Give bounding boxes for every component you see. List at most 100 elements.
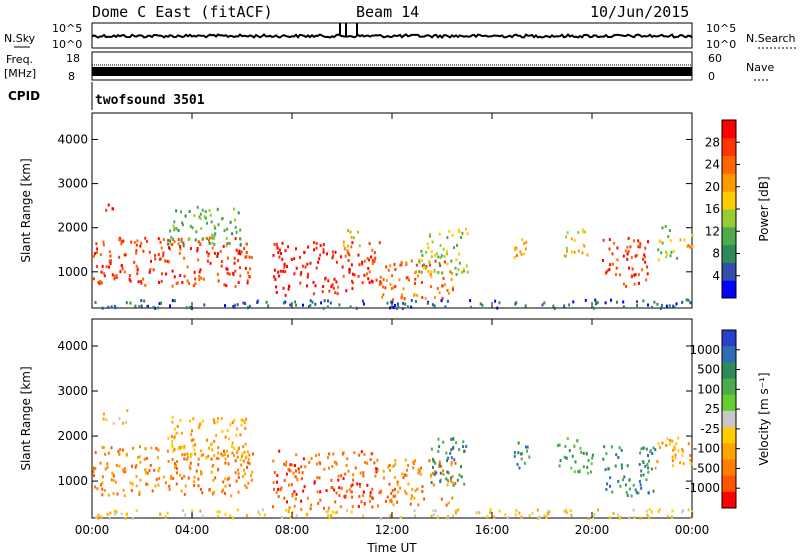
- data-cell: [244, 266, 247, 270]
- data-cell: [244, 472, 246, 476]
- data-cell: [140, 304, 143, 308]
- data-cell: [460, 236, 462, 239]
- freq-tick-bottom: 8: [68, 70, 75, 83]
- data-cell: [246, 279, 249, 283]
- data-cell: [109, 511, 112, 515]
- data-cell: [226, 242, 229, 246]
- data-cell: [213, 439, 216, 443]
- data-cell: [314, 302, 317, 306]
- data-cell: [183, 492, 186, 496]
- data-cell: [462, 440, 465, 444]
- data-cell: [438, 291, 441, 295]
- data-cell: [215, 456, 218, 460]
- data-cell: [357, 274, 360, 278]
- data-cell: [436, 287, 439, 290]
- data-cell: [234, 269, 237, 273]
- data-cell: [610, 445, 613, 449]
- data-cell: [280, 486, 283, 490]
- data-cell: [125, 512, 128, 516]
- data-cell: [375, 278, 378, 282]
- data-cell: [642, 473, 645, 477]
- data-cell: [332, 452, 335, 456]
- data-cell: [224, 304, 226, 308]
- data-cell: [291, 494, 294, 498]
- data-cell: [526, 449, 528, 453]
- data-cell: [351, 241, 354, 245]
- data-cell: [97, 513, 100, 517]
- data-cell: [244, 255, 247, 259]
- data-cell: [568, 303, 571, 307]
- data-cell: [309, 507, 312, 511]
- data-cell: [287, 245, 290, 249]
- data-cell: [225, 227, 228, 231]
- data-cell: [665, 444, 668, 447]
- data-cell: [608, 516, 611, 520]
- data-cell: [100, 281, 103, 285]
- data-cell: [338, 494, 341, 497]
- data-cell: [444, 260, 446, 264]
- data-cell: [139, 460, 142, 464]
- data-cell: [166, 259, 169, 263]
- data-cell: [506, 516, 509, 520]
- nsearch-tick-bottom: 10^0: [706, 38, 736, 51]
- data-cell: [194, 277, 197, 281]
- data-cell: [283, 265, 286, 269]
- data-cell: [196, 249, 199, 253]
- data-cell: [682, 462, 685, 466]
- data-cell: [338, 486, 341, 490]
- data-cell: [121, 448, 124, 452]
- data-cell: [235, 479, 238, 483]
- data-cell: [453, 246, 455, 250]
- data-cell: [233, 261, 236, 265]
- data-cell: [131, 464, 133, 468]
- data-cell: [300, 271, 303, 275]
- data-cell: [622, 478, 625, 482]
- data-cell: [366, 483, 369, 487]
- data-cell: [162, 251, 165, 255]
- data-cell: [652, 446, 655, 450]
- data-cell: [646, 272, 649, 276]
- data-cell: [96, 251, 98, 254]
- data-cell: [371, 258, 374, 262]
- data-cell: [222, 488, 224, 492]
- data-cell: [224, 491, 226, 495]
- data-cell: [146, 482, 149, 486]
- data-cell: [171, 443, 174, 447]
- data-cell: [665, 250, 667, 254]
- data-cell: [648, 459, 650, 463]
- data-cell: [145, 456, 148, 460]
- data-cell: [634, 488, 637, 492]
- data-cell: [416, 487, 419, 491]
- data-cell: [687, 244, 690, 248]
- data-cell: [135, 251, 138, 255]
- data-cell: [677, 436, 680, 440]
- data-cell: [333, 488, 336, 492]
- data-cell: [176, 281, 179, 285]
- data-cell: [403, 473, 406, 477]
- data-cell: [323, 299, 326, 303]
- data-cell: [113, 304, 116, 308]
- data-cell: [207, 252, 210, 256]
- data-cell: [428, 459, 431, 463]
- data-cell: [182, 244, 185, 248]
- data-cell: [628, 266, 630, 270]
- data-cell: [674, 447, 677, 451]
- data-cell: [312, 280, 315, 284]
- data-cell: [203, 215, 206, 219]
- data-cell: [394, 459, 397, 463]
- data-cell: [108, 250, 111, 254]
- data-cell: [462, 445, 465, 449]
- data-cell: [115, 464, 118, 468]
- nsky-panel: N.Sky 10^5 10^0 10^5 10^0 N.Search: [4, 22, 796, 51]
- data-cell: [250, 256, 253, 260]
- data-cell: [179, 247, 182, 251]
- data-cell: [391, 274, 394, 278]
- data-cell: [226, 429, 229, 433]
- data-cell: [563, 304, 566, 308]
- data-cell: [362, 302, 365, 306]
- data-cell: [460, 475, 463, 479]
- data-cell: [463, 482, 466, 486]
- data-cell: [206, 438, 209, 442]
- data-cell: [186, 452, 189, 456]
- data-cell: [263, 513, 266, 517]
